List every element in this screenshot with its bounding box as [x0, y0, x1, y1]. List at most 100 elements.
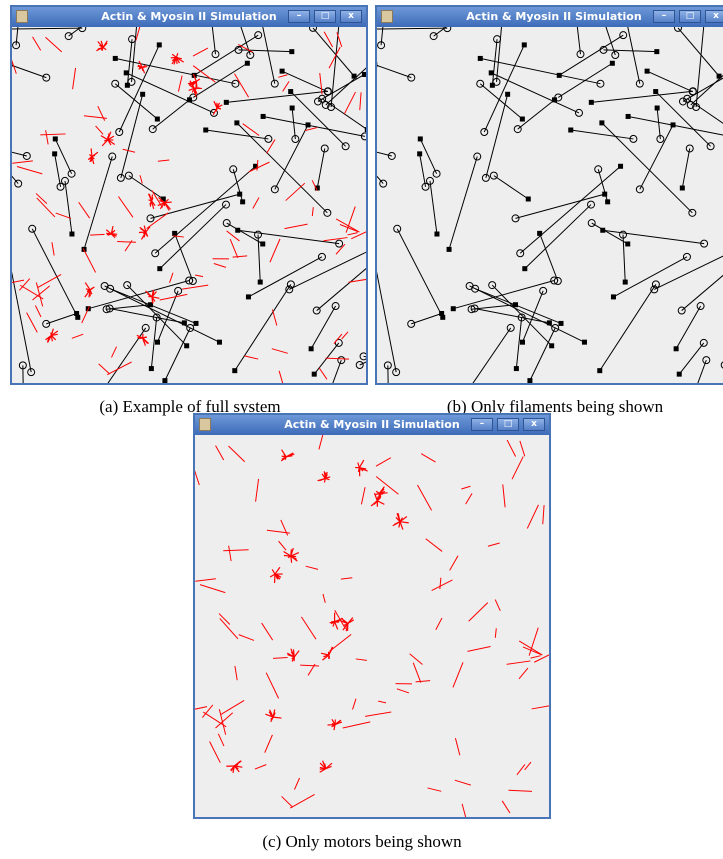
filament [311, 306, 335, 349]
motor [341, 578, 352, 579]
filament [494, 176, 528, 199]
motor [450, 556, 458, 571]
filament [12, 125, 18, 183]
motor [82, 306, 90, 323]
motor-cluster [358, 463, 360, 468]
filament-plus-end [184, 343, 189, 348]
maximize-button[interactable]: □ [314, 10, 336, 23]
motor [343, 722, 371, 728]
filament-plus-end [717, 74, 722, 79]
filament-plus-end [280, 69, 285, 74]
motor [56, 213, 71, 218]
motor [83, 248, 95, 272]
filament-plus-end [599, 120, 604, 125]
motor [348, 233, 358, 235]
filament-plus-end [149, 366, 154, 371]
filament-plus-end [625, 241, 630, 246]
filament-plus-end [261, 114, 266, 119]
filament-plus-end [680, 186, 685, 191]
simulation-canvas [12, 27, 366, 383]
filament [313, 28, 354, 76]
filament [377, 131, 392, 156]
filament-plus-end [677, 372, 682, 377]
motor [72, 334, 83, 338]
simulation-canvas [377, 27, 723, 383]
motor [118, 197, 133, 218]
window-title: Actin & Myosin II Simulation [284, 418, 459, 431]
filament-plus-end [522, 266, 527, 271]
minimize-button[interactable]: – [471, 418, 493, 431]
motor [203, 712, 226, 727]
motor-cluster [165, 202, 172, 203]
motor [46, 130, 48, 144]
filament-minus-end [310, 27, 317, 31]
filament [518, 100, 555, 129]
motor [284, 224, 307, 229]
window-buttons: –□ x [288, 10, 362, 23]
motor [410, 654, 423, 665]
filament-plus-end [514, 366, 519, 371]
minimize-button[interactable]: – [653, 10, 675, 23]
motor [300, 665, 319, 666]
motor [107, 362, 131, 375]
filament-plus-end [113, 56, 118, 61]
filament [647, 71, 693, 92]
motor [272, 349, 288, 354]
filament [377, 258, 396, 372]
motor [230, 239, 238, 258]
minimize-button[interactable]: – [288, 10, 310, 23]
motor [525, 762, 531, 770]
motor [509, 790, 532, 791]
maximize-button[interactable]: □ [679, 10, 701, 23]
motor [488, 543, 500, 546]
motor [413, 663, 421, 683]
filament-plus-end [520, 117, 525, 122]
filament [480, 58, 600, 83]
motor [360, 92, 361, 110]
filament-minus-end [408, 74, 415, 81]
filament-plus-end [309, 346, 314, 351]
filament [603, 230, 704, 243]
filament-minus-end [152, 250, 159, 257]
close-button[interactable]: x [705, 10, 723, 23]
filament [623, 27, 639, 84]
motor [253, 197, 259, 208]
motor [426, 539, 442, 552]
motor [90, 234, 105, 235]
motor [136, 27, 142, 40]
maximize-button[interactable]: □ [497, 418, 519, 431]
filament [570, 27, 580, 54]
motor [272, 310, 276, 326]
filament-plus-end [232, 368, 237, 373]
filament-plus-end [440, 315, 445, 320]
motor [37, 198, 55, 217]
filament-plus-end [157, 266, 162, 271]
motor [440, 578, 441, 589]
filament [32, 229, 78, 318]
motor [279, 541, 287, 550]
filament-plus-end [597, 368, 602, 373]
filament-plus-end [505, 92, 510, 97]
filament-minus-end [683, 253, 690, 260]
motor-cluster [273, 709, 275, 717]
filament-minus-end [514, 126, 521, 133]
filament-plus-end [582, 340, 587, 345]
motor [195, 275, 203, 277]
motor [306, 566, 318, 569]
motor [417, 485, 431, 510]
filament [317, 148, 324, 188]
motor [17, 166, 42, 173]
filament-plus-end [478, 56, 483, 61]
motor-cluster [270, 574, 275, 577]
window: Actin & Myosin II Simulation –□x [10, 5, 368, 385]
close-button[interactable]: x [340, 10, 362, 23]
motor [270, 239, 280, 262]
motor [178, 76, 182, 92]
filament-plus-end [489, 70, 494, 75]
filament-plus-end [289, 49, 294, 54]
filament [591, 91, 693, 102]
filament [486, 94, 508, 178]
close-button[interactable]: x [523, 418, 545, 431]
filament [235, 284, 291, 370]
filament-minus-end [255, 32, 262, 39]
